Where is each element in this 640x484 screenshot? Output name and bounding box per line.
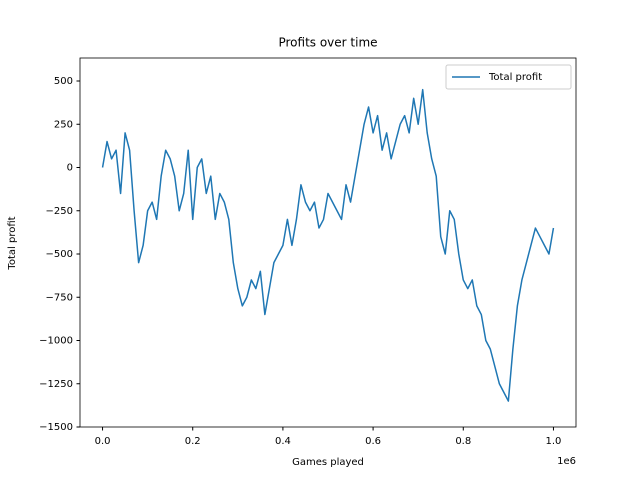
y-tick-label: −250 xyxy=(46,206,73,217)
y-tick-label: −500 xyxy=(46,249,73,260)
x-offset-label: 1e6 xyxy=(557,456,576,467)
x-axis-label: Games played xyxy=(292,457,364,468)
x-tick-label: 0.8 xyxy=(455,436,471,447)
legend-box xyxy=(445,64,572,90)
legend-label: Total profit xyxy=(488,72,542,83)
x-tick-label: 0.0 xyxy=(95,436,111,447)
x-tick-label: 1.0 xyxy=(546,436,562,447)
chart-title: Profits over time xyxy=(278,36,377,50)
y-tick-label: −1250 xyxy=(39,379,73,390)
y-tick-label: −1500 xyxy=(39,422,73,433)
x-tick-label: 0.2 xyxy=(185,436,201,447)
data-line xyxy=(101,88,555,402)
y-axis-label: Total profit xyxy=(7,216,18,270)
x-tick-label: 0.4 xyxy=(275,436,291,447)
axes-frame xyxy=(79,57,577,428)
y-tick-label: −750 xyxy=(46,292,73,303)
y-tick-label: 500 xyxy=(54,76,73,87)
y-tick-label: 0 xyxy=(67,163,73,174)
x-tick-label: 0.6 xyxy=(365,436,381,447)
y-tick-label: −1000 xyxy=(39,336,73,347)
y-tick-label: 250 xyxy=(54,119,73,130)
